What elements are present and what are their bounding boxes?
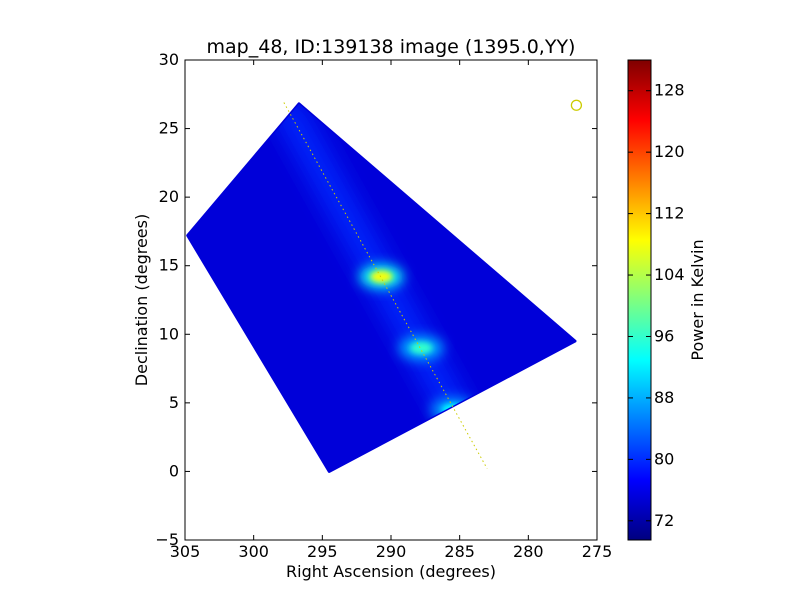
y-tick-label: −5	[155, 530, 179, 549]
marker-circle	[570, 99, 583, 111]
y-axis-label: Declination (degrees)	[132, 214, 151, 386]
colorbar-ticks: 72 80 88 96 104 112 120 128	[628, 81, 685, 530]
colorbar	[627, 59, 652, 541]
x-tick-label: 290	[376, 542, 407, 561]
bright-feature	[370, 270, 393, 283]
colorbar-tick-label: 96	[654, 326, 674, 345]
colorbar-tick-label: 88	[654, 388, 674, 407]
x-tick-label: 280	[513, 542, 544, 561]
x-tick-label: 305	[170, 542, 201, 561]
x-tick-label: 275	[582, 542, 613, 561]
colorbar-label: Power in Kelvin	[688, 239, 707, 360]
colorbar-tick-label: 128	[654, 81, 685, 100]
plot-title: map_48, ID:139138 image (1395.0,YY)	[207, 36, 576, 58]
colorbar-tick-label: 112	[654, 204, 685, 223]
marker-point	[570, 99, 583, 111]
colorbar-tick-label: 104	[654, 265, 685, 284]
y-tick-label: 25	[159, 119, 179, 138]
y-tick-label: 15	[159, 256, 179, 275]
colorbar-tick-label: 72	[654, 511, 674, 530]
x-tick-label: 295	[307, 542, 338, 561]
sky-map	[186, 102, 577, 473]
bright-feature	[410, 342, 433, 354]
y-tick-label: 30	[159, 50, 179, 69]
x-tick-label: 300	[238, 542, 269, 561]
colorbar-tick-label: 80	[654, 449, 674, 468]
bright-feature	[441, 403, 464, 416]
y-tick-label: 20	[159, 187, 179, 206]
x-axis: 305 300 295 290 285 280 275	[170, 60, 613, 561]
x-axis-label: Right Ascension (degrees)	[286, 562, 496, 581]
x-tick-label: 285	[444, 542, 475, 561]
y-axis: −5 0 5 10 15 20 25 30	[155, 50, 597, 549]
y-tick-label: 10	[159, 324, 179, 343]
y-tick-label: 0	[169, 461, 179, 480]
colorbar-tick-label: 120	[654, 142, 685, 161]
y-tick-label: 5	[169, 393, 179, 412]
bright-feature-halo	[430, 397, 475, 422]
